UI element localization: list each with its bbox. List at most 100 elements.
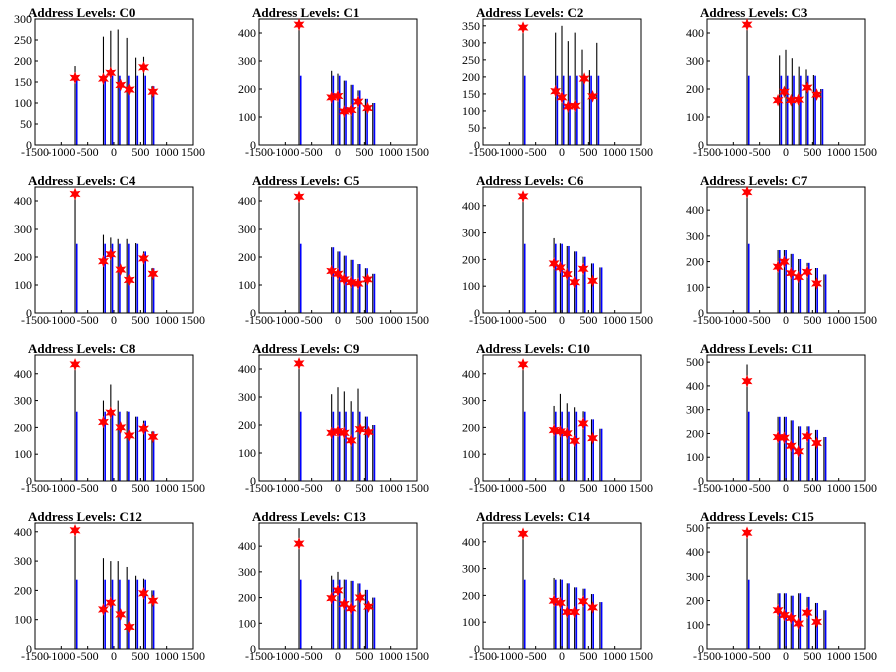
chart-svg: -1500-1000 -500 0 500 1000 1500 0 50 100 150 200 25… (462, 18, 653, 159)
chart-panel: Address Levels: C5 -1500 -1000 -500 0 500 1000… (224, 168, 448, 336)
peak-marker (577, 262, 589, 276)
x-tick-label: 0 (559, 145, 565, 159)
x-tick-label: -1500 (693, 145, 721, 159)
spike-bar (111, 579, 114, 649)
chart-panel: Address Levels: C1 -1500 -1000 -500 0 500 1000… (224, 0, 448, 168)
peak-marker (147, 85, 159, 98)
spike-bar (104, 579, 106, 649)
spike-bar (792, 253, 794, 313)
peak-marker (293, 190, 305, 204)
chart-title: Address Levels: C4 (28, 173, 136, 188)
peak-marker (554, 596, 566, 610)
x-tick-label: -1500 (21, 649, 49, 663)
y-tick-label: 200 (238, 82, 256, 96)
spike-bar (523, 75, 526, 145)
spike-bar (352, 411, 354, 481)
y-tick-label: 500 (686, 355, 704, 369)
chart-svg: -1500-1000 -500 0 500 1000 1500 0 100 200 300 400 (238, 354, 429, 495)
spike-bar (332, 247, 335, 313)
spike-bar (111, 75, 114, 145)
peak-marker (362, 273, 373, 286)
peak-marker (801, 265, 813, 279)
y-tick-label: 200 (462, 252, 480, 266)
peak-marker (332, 424, 344, 438)
y-tick-label: 300 (14, 12, 32, 26)
spike-bar (569, 75, 571, 145)
y-tick-label: 100 (686, 618, 704, 632)
spike-bar (600, 428, 603, 481)
y-tick-label: 0 (250, 642, 256, 656)
peak-marker (793, 617, 805, 630)
spike-bar (144, 579, 146, 649)
peak-marker (326, 591, 338, 605)
x-tick-label: -1000 (47, 649, 75, 663)
x-tick-label: 0 (111, 649, 117, 663)
chart-svg: -1500-1000 -500 0 500 1000 1500 0 100 200 300 400 5… (686, 521, 877, 663)
x-tick-label: 1000 (155, 145, 179, 159)
y-tick-label: 100 (14, 96, 32, 110)
x-tick-label: 500 (579, 145, 597, 159)
y-tick-label: 200 (462, 420, 480, 434)
peak-marker (105, 596, 117, 610)
x-tick-label: -1500 (21, 481, 49, 495)
spike-bar (338, 75, 341, 145)
chart-title: Address Levels: C9 (252, 341, 360, 356)
peak-marker (569, 605, 581, 619)
x-tick-label: 0 (111, 481, 117, 495)
chart-title: Address Levels: C15 (700, 509, 814, 524)
spike-bar (136, 75, 139, 145)
x-tick-label: -1000 (719, 481, 747, 495)
spike-bar (590, 75, 592, 145)
spike-bar (104, 75, 106, 145)
x-tick-label: -1500 (469, 481, 497, 495)
y-tick-label: 150 (14, 75, 32, 89)
x-tick-label: -1000 (271, 145, 299, 159)
y-tick-label: 50 (468, 121, 480, 135)
y-tick-label: 400 (238, 539, 256, 553)
peak-marker (332, 89, 344, 103)
x-tick-label: 1000 (827, 481, 851, 495)
x-tick-label: -1000 (719, 313, 747, 327)
x-tick-label: -1000 (495, 313, 523, 327)
spike-bar (128, 579, 130, 649)
spike-bar (366, 589, 368, 649)
peak-marker (577, 594, 589, 608)
x-tick-label: 1500 (629, 145, 653, 159)
spike-bar (358, 583, 361, 649)
peak-marker (793, 270, 805, 284)
peak-marker (772, 93, 784, 107)
chart-panel: Address Levels: C13 -1500 -1000 -500 0 500 100… (224, 504, 448, 672)
spike-bar (352, 580, 354, 649)
peak-marker (561, 605, 573, 619)
y-tick-label: 300 (462, 562, 480, 576)
peak-marker (778, 431, 790, 445)
peak-marker (345, 602, 357, 615)
x-tick-label: 500 (803, 649, 821, 663)
spike-bar (345, 255, 347, 313)
x-tick-label: -1000 (719, 145, 747, 159)
x-tick-label: 0 (111, 145, 117, 159)
peak-marker (345, 434, 357, 447)
peak-marker (115, 421, 127, 434)
x-tick-label: 500 (355, 313, 373, 327)
peak-marker (554, 261, 566, 274)
x-tick-label: -1500 (693, 313, 721, 327)
x-tick-label: -1000 (495, 481, 523, 495)
spike-bar (373, 273, 376, 313)
chart-panel: Address Levels: C0 -1500 -1000 -500 0 500 1000… (0, 0, 224, 168)
chart-panel: Address Levels: C3 -1500 -1000 -500 0 500 1000… (672, 0, 896, 168)
x-tick-label: 0 (111, 313, 117, 327)
peak-marker (741, 526, 753, 539)
chart-svg: -1500-1000 -500 0 500 1000 1500 0 100 200 300 400 (14, 522, 205, 663)
y-tick-label: 0 (474, 138, 480, 152)
peak-marker (548, 257, 560, 270)
x-tick-label: -500 (77, 145, 99, 159)
chart-svg: -1500-1000 -500 0 500 1000 1500 0 100 200 300 400 (238, 522, 429, 663)
chart-title: Address Levels: C2 (476, 5, 584, 20)
x-tick-label: 1500 (629, 313, 653, 327)
spike-bar (597, 75, 600, 145)
y-tick-label: 250 (462, 53, 480, 67)
spike-bar (352, 84, 354, 145)
spike-bar (111, 411, 114, 481)
y-tick-label: 300 (238, 565, 256, 579)
